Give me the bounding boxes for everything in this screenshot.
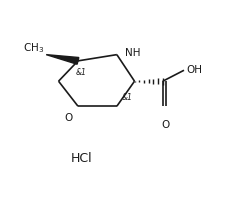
Polygon shape <box>46 55 79 65</box>
Text: &1: &1 <box>75 67 86 76</box>
Text: O: O <box>64 112 72 122</box>
Text: &1: &1 <box>121 92 132 101</box>
Text: O: O <box>161 120 169 130</box>
Text: CH$_3$: CH$_3$ <box>23 41 44 55</box>
Text: NH: NH <box>124 48 140 58</box>
Text: HCl: HCl <box>70 152 92 164</box>
Text: OH: OH <box>186 65 202 75</box>
